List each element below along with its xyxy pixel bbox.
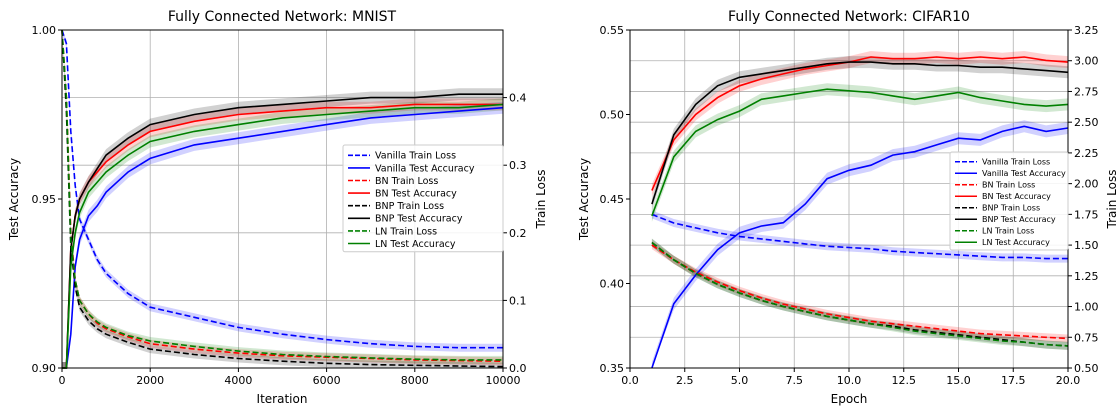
- cifar10-series-bn-test-accuracy: [651, 56, 1069, 191]
- cifar10-ytick-label: 0.55: [600, 24, 625, 37]
- mnist-legend-label: BNP Train Loss: [375, 201, 444, 212]
- cifar10-xtick-label: 12.5: [892, 374, 917, 387]
- mnist-series-bnp-train-loss: [61, 29, 504, 368]
- cifar10-y2tick-label: 2.25: [1074, 147, 1099, 160]
- cifar10-y2tick-label: 1.00: [1074, 301, 1099, 314]
- cifar10-band-bnp-train-loss: [651, 238, 1068, 350]
- mnist-series-bn-train-loss: [61, 29, 504, 362]
- cifar10-xtick-label: 20.0: [1056, 374, 1081, 387]
- cifar10-legend: Vanilla Train Loss Vanilla Test Accuracy B…: [949, 151, 1069, 251]
- cifar10-series-bn-train-loss: [651, 244, 1069, 340]
- cifar10-y2tick-label: 3.25: [1074, 24, 1099, 37]
- cifar10-ytick-label: 0.35: [600, 362, 625, 375]
- mnist-xtick-label: 2000: [136, 374, 164, 387]
- mnist-y2tick-label: 0.3: [509, 159, 527, 172]
- mnist-xtick-label: 6000: [313, 374, 341, 387]
- mnist-y2tick-label: 0.0: [509, 362, 527, 375]
- mnist-legend-label: BNP Test Accuracy: [375, 214, 463, 225]
- mnist-chart-title: Fully Connected Network: MNIST: [168, 9, 397, 25]
- cifar10-y2tick-label: 3.00: [1074, 55, 1099, 68]
- cifar10-xtick-label: 0.0: [621, 374, 639, 387]
- mnist-xtick-label: 4000: [224, 374, 252, 387]
- cifar10-legend-label: LN Test Accuracy: [982, 238, 1050, 247]
- mnist-legend-label: LN Test Accuracy: [375, 239, 456, 250]
- cifar10-xtick-label: 17.5: [1001, 374, 1026, 387]
- mnist-xlabel: Iteration: [257, 392, 308, 406]
- cifar10-series-vanilla-train-loss: [651, 213, 1068, 260]
- cifar10-y2tick-label: 0.75: [1074, 331, 1099, 344]
- mnist-band-bn-train-loss: [62, 30, 503, 366]
- cifar10-y2tick-label: 0.50: [1074, 362, 1099, 375]
- cifar10-series-ln-test-accuracy: [651, 88, 1069, 217]
- mnist-y2label: Train Loss: [534, 170, 548, 230]
- mnist-ylabel: Test Accuracy: [7, 158, 21, 241]
- cifar10-y2tick-label: 1.50: [1074, 239, 1099, 252]
- mnist-series: [61, 29, 504, 369]
- cifar10-y2label: Train Loss: [1105, 170, 1119, 230]
- cifar10-band-ln-train-loss: [651, 238, 1068, 350]
- mnist-series-ln-train-loss: [61, 29, 503, 361]
- cifar10-y2tick-label: 2.75: [1074, 85, 1099, 98]
- mnist-y2tick-label: 0.1: [509, 294, 527, 307]
- cifar10-ylabel: Test Accuracy: [577, 158, 591, 241]
- mnist-legend-box: [342, 144, 504, 253]
- cifar10-xtick-label: 5.0: [731, 374, 749, 387]
- mnist-series-ln-test-accuracy: [62, 103, 504, 369]
- cifar10-legend-label: BN Test Accuracy: [982, 192, 1051, 201]
- cifar10-legend-label: Vanilla Train Loss: [982, 158, 1050, 167]
- cifar10-ytick-label: 0.50: [600, 109, 625, 122]
- cifar10-chart-title: Fully Connected Network: CIFAR10: [728, 9, 970, 25]
- cifar10-ytick-label: 0.45: [600, 193, 625, 206]
- mnist-legend-label: Vanilla Test Accuracy: [375, 163, 475, 174]
- mnist-y2tick-label: 0.2: [509, 227, 527, 240]
- cifar10-legend-label: BN Train Loss: [982, 181, 1035, 190]
- cifar10-xtick-label: 15.0: [946, 374, 971, 387]
- cifar10-xtick-label: 10.0: [837, 374, 862, 387]
- mnist-y2tick-label: 0.4: [509, 92, 527, 105]
- mnist-band-ln-train-loss: [62, 30, 503, 364]
- mnist-xtick-label: 8000: [401, 374, 429, 387]
- cifar10-legend-label: Vanilla Test Accuracy: [982, 169, 1066, 178]
- cifar10-chart: Fully Connected Network: CIFAR10 0.0 2.5 5…: [577, 9, 1119, 406]
- cifar10-xtick-label: 2.5: [676, 374, 694, 387]
- mnist-legend-label: Vanilla Train Loss: [375, 151, 456, 162]
- cifar10-ticks: 0.0 2.5 5.0 7.5 10.0 12.5 15.0 17.5 20.00.500.75…: [600, 24, 1099, 387]
- cifar10-series-ln-train-loss: [651, 241, 1069, 347]
- cifar10-y2tick-label: 1.75: [1074, 208, 1099, 221]
- cifar10-series: [651, 56, 1069, 369]
- mnist-xtick-label: 10000: [486, 374, 521, 387]
- mnist-ytick-label: 0.95: [32, 193, 57, 206]
- cifar10-series-bnp-test-accuracy: [651, 61, 1069, 205]
- mnist-series-vanilla-train-loss: [61, 29, 503, 349]
- mnist-ytick-label: 0.90: [32, 362, 57, 375]
- mnist-legend-label: BN Train Loss: [375, 176, 438, 187]
- cifar10-xlabel: Epoch: [831, 392, 868, 406]
- mnist-legend-label: BN Test Accuracy: [375, 189, 457, 200]
- cifar10-band-bnp-test-accuracy: [651, 56, 1068, 211]
- cifar10-xtick-label: 7.5: [786, 374, 804, 387]
- mnist-legend-label: LN Train Loss: [375, 226, 437, 237]
- cifar10-legend-label: BNP Train Loss: [982, 204, 1040, 213]
- cifar10-y2tick-label: 2.50: [1074, 116, 1099, 129]
- cifar10-legend-label: LN Train Loss: [982, 227, 1034, 236]
- cifar10-series-vanilla-test-accuracy: [651, 125, 1069, 369]
- mnist-xtick-label: 0: [59, 374, 66, 387]
- mnist-series-bnp-test-accuracy: [62, 93, 503, 369]
- cifar10-legend-label: BNP Test Accuracy: [982, 215, 1056, 224]
- cifar10-ytick-label: 0.40: [600, 278, 625, 291]
- cifar10-legend-box: [949, 151, 1069, 251]
- mnist-ytick-label: 1.00: [32, 24, 57, 37]
- cifar10-y2tick-label: 2.00: [1074, 178, 1099, 191]
- cifar10-band-vanilla-test-accuracy: [651, 120, 1068, 368]
- cifar10-y2tick-label: 1.25: [1074, 270, 1099, 283]
- mnist-chart: Fully Connected Network: MNIST 0 2000 4000…: [7, 9, 548, 406]
